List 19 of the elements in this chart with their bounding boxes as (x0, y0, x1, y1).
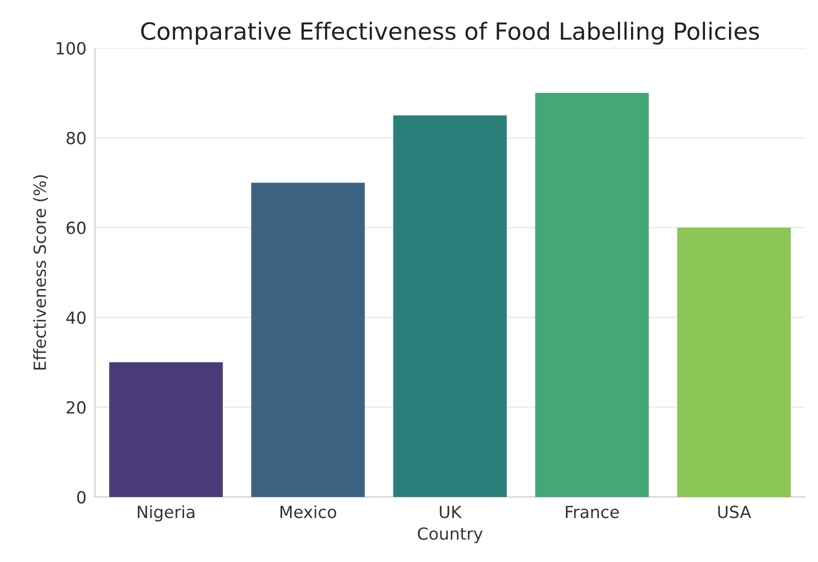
chart-title: Comparative Effectiveness of Food Labelling Policies (141, 22, 759, 45)
y-tick-label: 20 (66, 401, 86, 414)
x-tick-label: Mexico (280, 505, 336, 518)
bar (393, 115, 507, 497)
bar (677, 228, 791, 497)
y-tick-label: 60 (66, 222, 86, 234)
x-tick-label: USA (718, 506, 752, 518)
bar (251, 182, 365, 497)
y-axis-title: Effectiveness Score (%) (33, 175, 48, 370)
y-tick-label: 100 (56, 42, 86, 55)
x-tick-label: Nigeria (138, 505, 194, 522)
x-tick-label: France (566, 506, 619, 518)
bar (535, 92, 649, 497)
x-tick-label: UK (440, 506, 462, 518)
bar (109, 362, 223, 497)
x-axis-title: Country (418, 527, 483, 544)
y-tick-label: 0 (77, 490, 86, 504)
y-tick-label: 40 (66, 311, 86, 324)
y-tick-label: 80 (66, 132, 86, 144)
